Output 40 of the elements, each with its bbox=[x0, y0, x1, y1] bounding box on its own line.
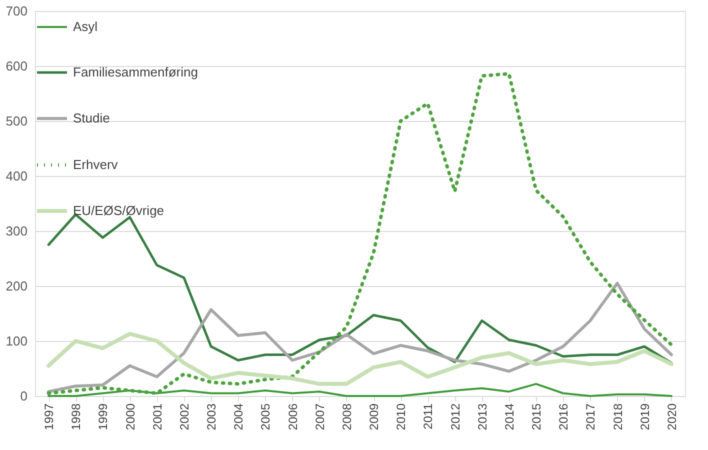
x-tick-label: 2001 bbox=[150, 403, 164, 430]
x-tick-label: 2011 bbox=[421, 403, 436, 430]
y-tick-label: 600 bbox=[6, 58, 28, 74]
x-tick-label: 2017 bbox=[584, 403, 598, 430]
x-tick-label: 2008 bbox=[340, 403, 354, 430]
x-tick-label: 1998 bbox=[69, 403, 84, 430]
x-tick-label: 2013 bbox=[475, 403, 490, 430]
line-series bbox=[46, 332, 674, 386]
y-tick-label: 400 bbox=[6, 168, 28, 184]
x-tick-label: 2020 bbox=[664, 403, 679, 430]
legend-label: Studie bbox=[73, 110, 110, 126]
x-tick-label: 2010 bbox=[394, 403, 408, 430]
x-tick-label: 2000 bbox=[123, 403, 138, 430]
y-tick-label: 0 bbox=[20, 388, 28, 404]
x-tick-label: 1999 bbox=[96, 403, 110, 430]
x-tick-label: 2007 bbox=[312, 403, 327, 430]
x-tick-label: 2005 bbox=[258, 403, 273, 430]
y-tick-label: 700 bbox=[6, 4, 28, 18]
legend-label: Erhverv bbox=[73, 157, 118, 172]
x-tick-label: 2015 bbox=[530, 403, 544, 430]
y-tick-label: 500 bbox=[6, 114, 28, 128]
y-tick-label: 300 bbox=[6, 224, 28, 238]
y-tick-label: 200 bbox=[6, 278, 28, 294]
x-tick-label: 2003 bbox=[204, 403, 219, 430]
x-tick-label: 2012 bbox=[448, 403, 462, 430]
x-tick-label: 2002 bbox=[177, 403, 192, 430]
x-tick-label: 2006 bbox=[286, 403, 300, 430]
x-tick-label: 2016 bbox=[556, 403, 571, 430]
legend-label: Asyl bbox=[73, 19, 98, 34]
x-tick-label: 1997 bbox=[42, 403, 56, 430]
line-series bbox=[48, 382, 672, 397]
x-tick-label: 2019 bbox=[638, 403, 652, 430]
x-tick-label: 2004 bbox=[232, 403, 246, 430]
legend-label: Familiesammenføring bbox=[73, 64, 198, 80]
line-series bbox=[47, 282, 673, 394]
x-tick-label: 2018 bbox=[610, 403, 625, 430]
x-tick-label: 2014 bbox=[502, 403, 516, 430]
y-tick-label: 100 bbox=[6, 334, 28, 348]
x-tick-label: 2009 bbox=[367, 403, 382, 430]
legend-label: EU/EØS/Øvrige bbox=[73, 203, 164, 218]
